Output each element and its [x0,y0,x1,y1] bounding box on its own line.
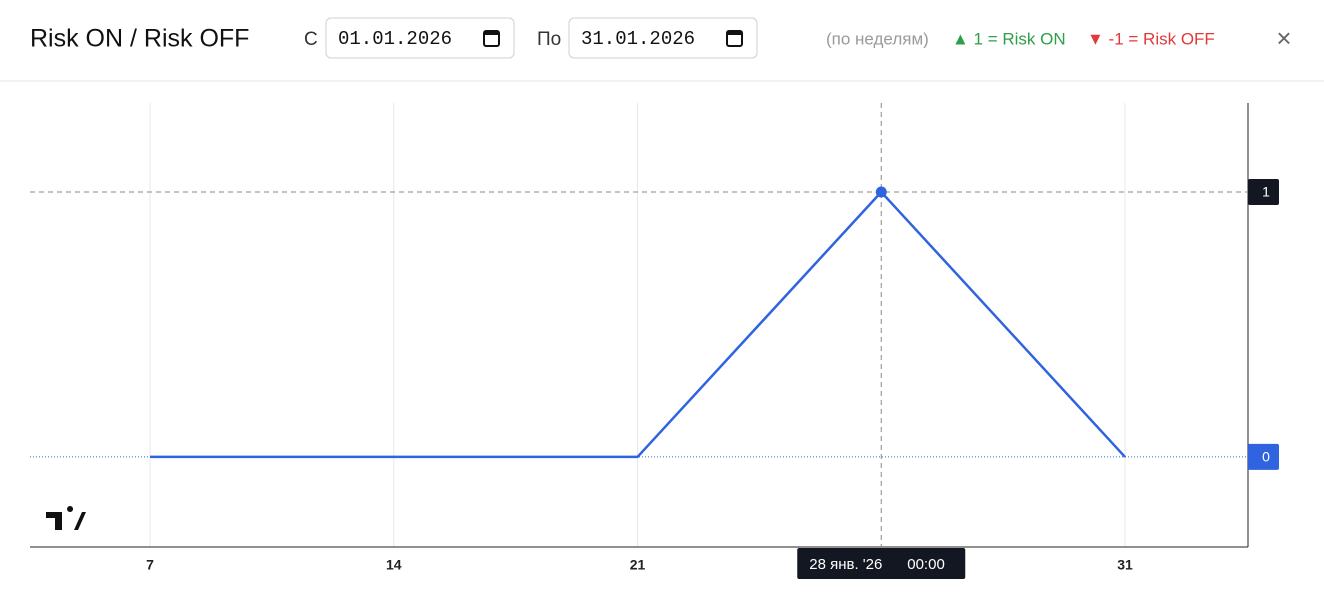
y-tick-label: 1 [1262,184,1270,200]
crosshair-date: 28 янв. '26 [809,556,882,573]
title: Risk ON / Risk OFF [30,25,249,53]
chart: 7 14 21 31 0 1 28 янв. '26 00:00 [30,103,1279,579]
from-date-input[interactable]: 01.01.2026 [325,17,515,59]
y-tick-badge [1248,443,1279,470]
x-tick-label: 31 [1117,557,1133,573]
to-date-input[interactable]: 31.01.2026 [568,17,758,59]
to-label: По [537,29,561,50]
x-tick-label: 7 [146,557,154,573]
close-button[interactable]: × [1276,23,1291,53]
input-box[interactable] [325,17,515,59]
to-date[interactable]: 31.01.2026 [581,28,695,50]
x-tick-label: 21 [630,557,646,573]
y-tick-label: 0 [1262,449,1270,465]
tradingview-logo [46,506,86,530]
calendar-icon[interactable] [483,30,500,47]
line-series [150,190,1126,459]
input-box[interactable] [568,17,758,59]
crosshair-time: 00:00 [907,556,945,573]
legend-on: ▲ 1 = Risk ON [952,29,1066,48]
calendar-icon[interactable] [726,30,743,47]
highlight-point [875,186,887,198]
x-tick-label: 14 [386,557,402,573]
from-date[interactable]: 01.01.2026 [338,28,452,50]
from-label: С [304,29,318,50]
legend-off: ▼ -1 = Risk OFF [1087,29,1215,48]
y-tick-badge [1248,179,1279,206]
period-note: (по неделям) [826,29,929,48]
crosshair-badge [797,548,966,579]
